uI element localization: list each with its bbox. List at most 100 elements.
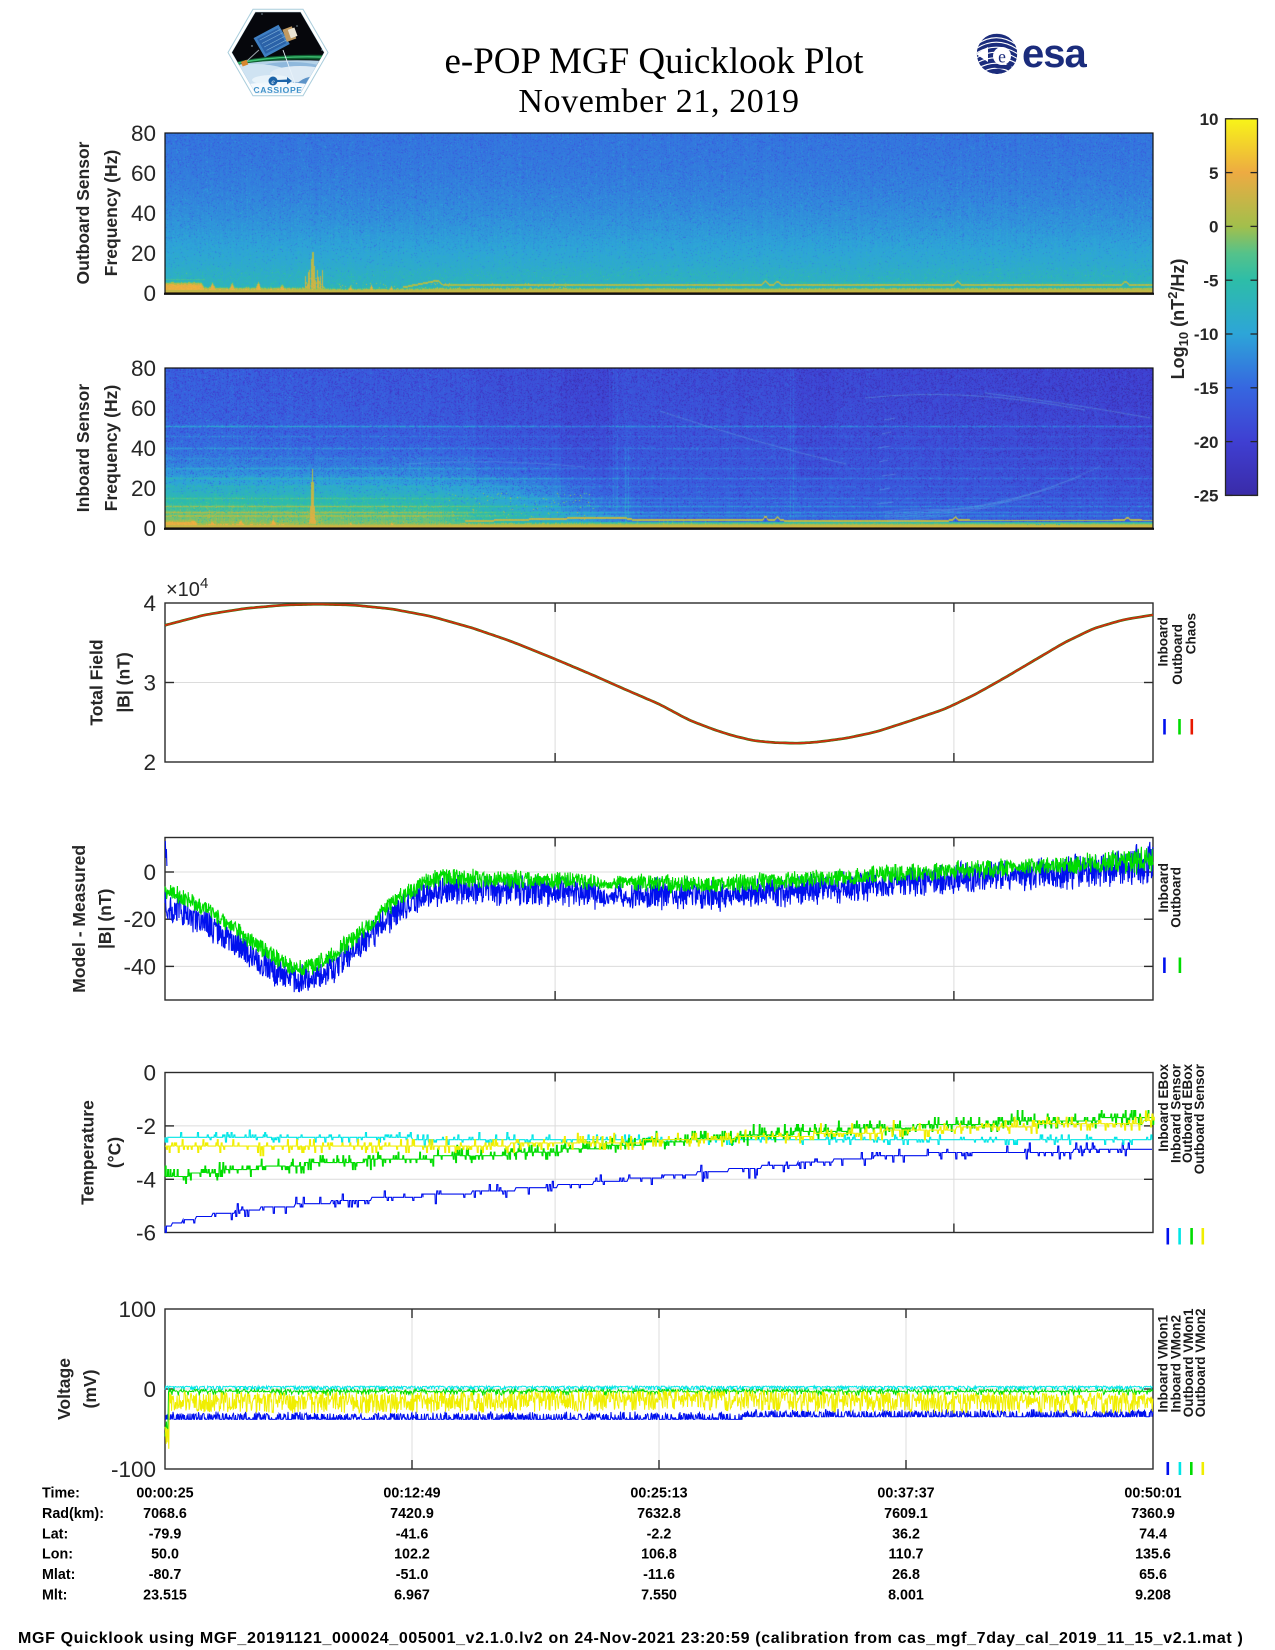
svg-text:7420.9: 7420.9 [390, 1506, 434, 1522]
svg-text:6.967: 6.967 [394, 1587, 430, 1603]
svg-text:74.4: 74.4 [1139, 1526, 1167, 1542]
svg-text:-2.2: -2.2 [647, 1526, 672, 1542]
svg-text:Outboard VMon1: Outboard VMon1 [1181, 1308, 1196, 1417]
svg-text:00:37:37: 00:37:37 [877, 1486, 934, 1502]
svg-text:7068.6: 7068.6 [143, 1506, 187, 1522]
svg-text:Outboard Sensor: Outboard Sensor [1192, 1063, 1207, 1174]
svg-text:|B| (nT): |B| (nT) [113, 652, 133, 712]
svg-text:Lat:: Lat: [42, 1526, 68, 1542]
svg-text:Outboard Sensor: Outboard Sensor [73, 141, 93, 284]
svg-text:7609.1: 7609.1 [884, 1506, 928, 1522]
svg-text:60: 60 [131, 396, 156, 421]
svg-text:110.7: 110.7 [889, 1547, 924, 1563]
svg-text:5: 5 [1209, 164, 1218, 183]
svg-text:40: 40 [131, 436, 156, 461]
svg-text:-40: -40 [123, 954, 156, 979]
svg-text:Outboard: Outboard [1168, 867, 1183, 928]
svg-text:Frequency (Hz): Frequency (Hz) [101, 150, 121, 276]
svg-text:-41.6: -41.6 [396, 1526, 429, 1542]
svg-text:8.001: 8.001 [888, 1587, 924, 1603]
svg-text:CASSIOPE: CASSIOPE [253, 85, 302, 95]
svg-text:|B| (nT): |B| (nT) [95, 889, 115, 949]
svg-text:9.208: 9.208 [1135, 1587, 1171, 1603]
svg-text:Log10 (nT2/Hz): Log10 (nT2/Hz) [1165, 259, 1191, 380]
svg-text:Mlat:: Mlat: [42, 1567, 75, 1583]
svg-text:0: 0 [143, 860, 156, 885]
svg-text:-20: -20 [1194, 433, 1219, 452]
svg-text:-11.6: -11.6 [643, 1567, 675, 1583]
svg-text:-25: -25 [1194, 487, 1219, 506]
svg-text:Inboard VMon1: Inboard VMon1 [1156, 1315, 1171, 1413]
svg-text:60: 60 [131, 161, 156, 186]
svg-text:-100: -100 [111, 1457, 156, 1482]
svg-text:Outboard EBox: Outboard EBox [1180, 1064, 1195, 1163]
svg-text:0: 0 [143, 1061, 156, 1086]
svg-text:-80.7: -80.7 [149, 1567, 182, 1583]
svg-text:65.6: 65.6 [1139, 1567, 1167, 1583]
svg-text:Lon:: Lon: [42, 1547, 73, 1563]
svg-text:e-POP MGF Quicklook Plot: e-POP MGF Quicklook Plot [444, 41, 864, 82]
svg-text:-15: -15 [1194, 379, 1219, 398]
svg-text:20: 20 [131, 241, 156, 266]
svg-text:e: e [271, 77, 275, 86]
svg-text:Inboard: Inboard [1156, 617, 1171, 667]
svg-text:November 21, 2019: November 21, 2019 [518, 83, 799, 120]
svg-text:0: 0 [1209, 218, 1218, 237]
svg-text:Inboard: Inboard [1156, 863, 1171, 913]
svg-text:106.8: 106.8 [641, 1547, 677, 1563]
svg-text:-6: -6 [136, 1221, 156, 1246]
svg-text:Rad(km):: Rad(km): [42, 1506, 104, 1522]
svg-text:3: 3 [143, 671, 156, 696]
svg-text:-10: -10 [1194, 325, 1219, 344]
svg-text:(mV): (mV) [80, 1370, 100, 1409]
svg-text:Inboard VMon2: Inboard VMon2 [1169, 1315, 1184, 1413]
svg-text:Inboard EBox: Inboard EBox [1156, 1064, 1171, 1152]
svg-text:-5: -5 [1203, 271, 1218, 290]
svg-text:esa: esa [1022, 32, 1087, 76]
svg-text:×104: ×104 [166, 575, 208, 601]
svg-text:Chaos: Chaos [1184, 613, 1199, 654]
svg-text:80: 80 [131, 356, 156, 381]
svg-text:Inboard Sensor: Inboard Sensor [1168, 1063, 1183, 1163]
svg-text:0: 0 [143, 281, 156, 306]
svg-text:00:25:13: 00:25:13 [630, 1486, 687, 1502]
svg-text:Frequency (Hz): Frequency (Hz) [101, 385, 121, 511]
svg-text:-79.9: -79.9 [149, 1526, 182, 1542]
svg-text:Voltage: Voltage [54, 1358, 74, 1420]
svg-text:e: e [998, 47, 1006, 67]
svg-text:0: 0 [143, 516, 156, 541]
svg-text:Time:: Time: [42, 1486, 80, 1502]
svg-text:0: 0 [143, 1377, 156, 1402]
svg-text:7.550: 7.550 [641, 1587, 677, 1603]
svg-text:Outboard VMon2: Outboard VMon2 [1193, 1309, 1208, 1418]
svg-text:50.0: 50.0 [151, 1547, 179, 1563]
svg-text:4: 4 [143, 591, 156, 616]
svg-text:26.8: 26.8 [892, 1567, 920, 1583]
svg-text:100: 100 [118, 1297, 156, 1322]
svg-text:36.2: 36.2 [892, 1526, 920, 1542]
svg-text:80: 80 [131, 121, 156, 146]
svg-text:20: 20 [131, 476, 156, 501]
svg-text:00:00:25: 00:00:25 [136, 1486, 193, 1502]
svg-text:00:12:49: 00:12:49 [383, 1486, 440, 1502]
svg-text:-2: -2 [136, 1114, 156, 1139]
svg-text:(°C): (°C) [104, 1137, 124, 1168]
svg-text:Model - Measured: Model - Measured [69, 845, 89, 993]
svg-text:2: 2 [143, 750, 156, 775]
svg-text:Mlt:: Mlt: [42, 1587, 67, 1603]
svg-text:00:50:01: 00:50:01 [1124, 1486, 1181, 1502]
svg-text:Inboard Sensor: Inboard Sensor [73, 384, 93, 513]
svg-text:40: 40 [131, 201, 156, 226]
svg-text:-51.0: -51.0 [396, 1567, 429, 1583]
svg-text:MGF Quicklook using MGF_201911: MGF Quicklook using MGF_20191121_000024_… [18, 1630, 1243, 1647]
svg-text:-4: -4 [136, 1167, 156, 1192]
svg-text:Temperature: Temperature [77, 1100, 97, 1205]
svg-text:Outboard: Outboard [1170, 624, 1185, 685]
svg-text:7632.8: 7632.8 [637, 1506, 681, 1522]
svg-text:10: 10 [1200, 110, 1219, 129]
svg-text:135.6: 135.6 [1135, 1547, 1171, 1563]
svg-text:102.2: 102.2 [394, 1547, 430, 1563]
svg-text:7360.9: 7360.9 [1131, 1506, 1175, 1522]
svg-text:23.515: 23.515 [143, 1587, 187, 1603]
svg-text:-20: -20 [123, 907, 156, 932]
